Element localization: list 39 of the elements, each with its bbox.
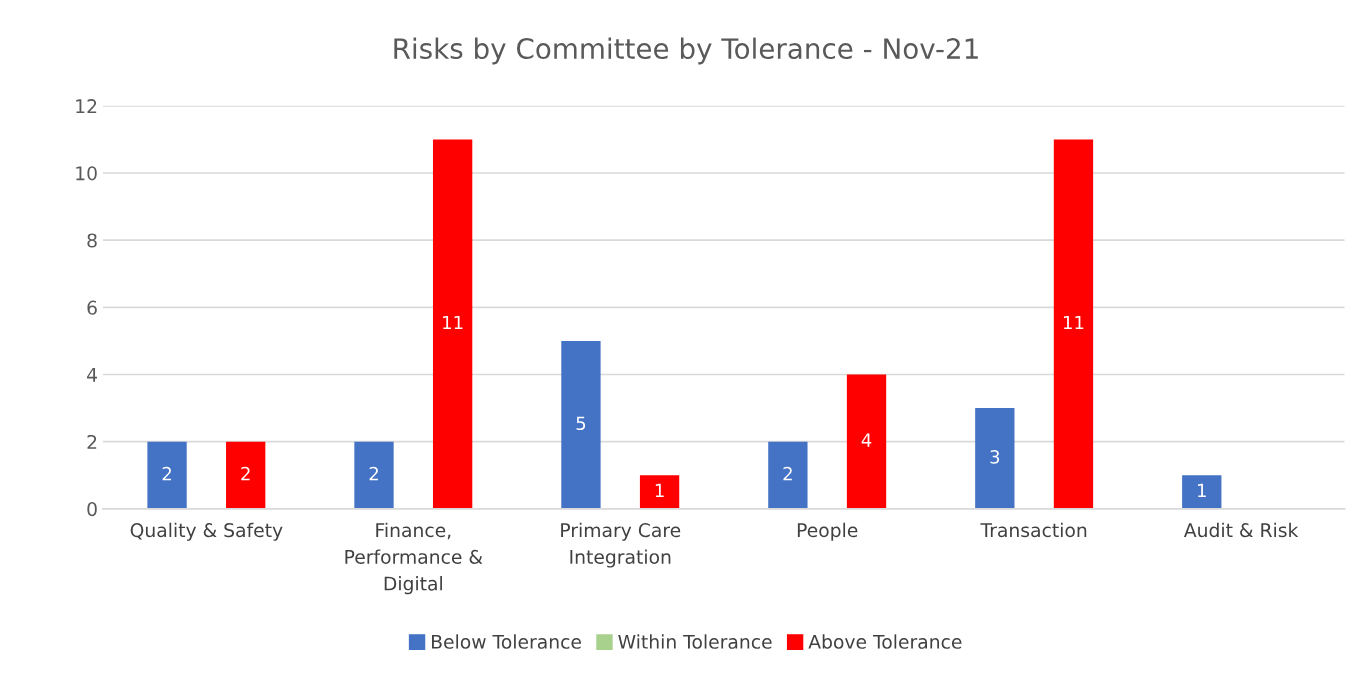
y-tick-label: 0 <box>87 502 97 517</box>
bar <box>768 441 808 509</box>
data-label: 11 <box>1063 315 1084 330</box>
bar <box>975 408 1015 509</box>
data-label: 1 <box>655 483 664 498</box>
bar <box>846 374 887 509</box>
data-label: 2 <box>241 466 250 481</box>
x-tick-label: Primary Care Integration <box>561 522 681 568</box>
legend-label: Above Tolerance <box>808 634 962 649</box>
data-label: 2 <box>783 466 792 481</box>
bar <box>432 139 473 509</box>
bar <box>147 441 187 509</box>
x-tick-label: Quality & Safety <box>130 522 283 541</box>
x-tick-label: Finance, Performance & Digital <box>345 522 483 595</box>
bar <box>354 441 394 509</box>
data-label: 5 <box>576 416 586 431</box>
bar <box>226 441 266 509</box>
chart-title: Risks by Committee by Tolerance - Nov-21 <box>394 37 978 65</box>
x-tick-label: Transaction <box>980 522 1087 538</box>
bar <box>1053 139 1094 509</box>
bar <box>1182 475 1222 509</box>
y-tick-label: 8 <box>87 233 97 248</box>
y-tick-label: 6 <box>87 300 97 315</box>
legend-label: Below Tolerance <box>432 634 581 649</box>
y-tick-label: 4 <box>87 367 97 382</box>
bar <box>561 340 601 509</box>
legend-label: Within Tolerance <box>618 634 772 649</box>
data-label: 2 <box>162 466 171 481</box>
y-tick-label: 10 <box>76 166 97 181</box>
y-tick-label: 2 <box>87 434 97 449</box>
bar <box>639 475 680 509</box>
data-label: 11 <box>443 315 463 330</box>
x-tick-label: Audit & Risk <box>1183 522 1299 538</box>
data-label: 2 <box>369 466 378 481</box>
y-tick-label: 12 <box>76 99 97 113</box>
data-label: 4 <box>861 433 872 447</box>
data-label: 1 <box>1198 483 1206 498</box>
x-tick-label: People <box>797 522 858 541</box>
data-label: 3 <box>990 450 1000 464</box>
